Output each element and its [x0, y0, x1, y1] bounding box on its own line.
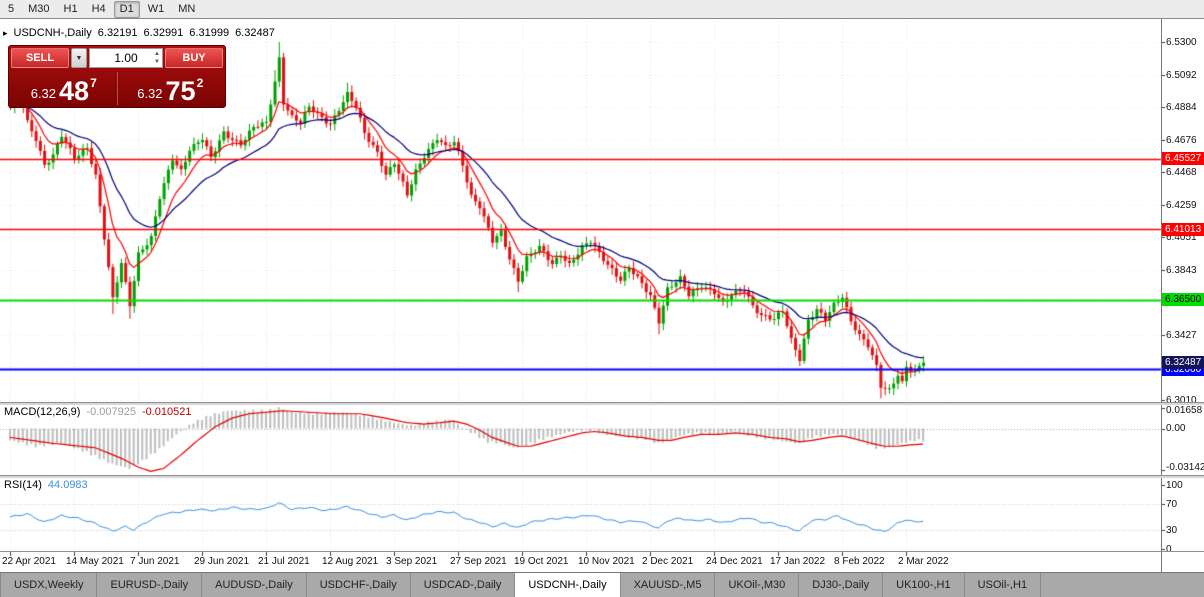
chart-ohlc-header: ▸ USDCNH-,Daily 6.32191 6.32991 6.31999 … [3, 27, 275, 40]
price-axis-tick: 6.4259 [1166, 199, 1197, 211]
volume-value: 1.00 [114, 51, 138, 65]
rsi-indicator-label: RSI(14) 44.0983 [4, 479, 88, 491]
tab-ukoil-m30[interactable]: UKOil-,M30 [715, 573, 800, 597]
price-axis-separator [1161, 19, 1162, 572]
price-axis-tick: 6.4884 [1166, 102, 1197, 114]
quote-divider [116, 72, 118, 105]
price-axis-tick: 6.5300 [1166, 37, 1197, 48]
macd-scale-label: 0.00 [1166, 422, 1186, 434]
chevron-down-icon: ▼ [75, 54, 83, 62]
chart-tabbar: USDX,Weekly EURUSD-,Daily AUDUSD-,Daily USD… [0, 572, 1204, 597]
buy-price-point: 2 [196, 76, 204, 90]
tab-eurusd-daily[interactable]: EURUSD-,Daily [97, 573, 203, 597]
rsi-name: RSI(14) [4, 479, 42, 491]
level-price-label: 6.36500 [1162, 293, 1204, 307]
date-axis-separator [0, 551, 1204, 552]
tab-usdx-weekly[interactable]: USDX,Weekly [0, 573, 98, 597]
tab-usdchf-daily[interactable]: USDCHF-,Daily [307, 573, 411, 597]
spinner-up-icon: ▲ [154, 51, 160, 57]
ohlc-high: 6.32991 [143, 27, 184, 39]
date-axis-label: 8 Feb 2022 [834, 556, 885, 567]
buy-button[interactable]: BUY [165, 48, 223, 68]
buy-price-pips: 75 [165, 76, 196, 106]
date-axis-label: 14 May 2021 [66, 556, 124, 567]
current-price-label: 6.32487 [1162, 356, 1204, 370]
price-axis-tick: 6.4676 [1166, 134, 1197, 146]
rsi-scale-label: 0 [1166, 544, 1172, 555]
sell-quote[interactable]: 6.32 48 7 [11, 70, 117, 107]
rsi-pane-splitter[interactable] [0, 475, 1204, 478]
tf-button-5[interactable]: 5 [8, 2, 15, 15]
rsi-scale-label: 70 [1166, 499, 1178, 511]
rsi-scale-label: 30 [1166, 524, 1178, 536]
symbol-period-label: USDCNH-,Daily [13, 27, 92, 39]
tf-button-m30[interactable]: M30 [28, 2, 50, 15]
spinner-down-icon: ▼ [154, 59, 160, 65]
sell-price-pips: 48 [59, 76, 90, 106]
price-chart-canvas[interactable] [0, 19, 1204, 572]
one-click-trading-panel: SELL ▼ 1.00 ▲ ▼ BUY 6.32 48 7 6.32 75 [8, 45, 226, 108]
tf-button-d1[interactable]: D1 [113, 0, 140, 18]
tf-button-h1[interactable]: H1 [63, 2, 78, 15]
tf-button-h4[interactable]: H4 [91, 2, 106, 15]
tab-usdcad-daily[interactable]: USDCAD-,Daily [411, 573, 516, 597]
ohlc-open: 6.32191 [97, 27, 138, 39]
macd-name: MACD(12,26,9) [4, 406, 81, 418]
price-axis-tick: 6.3010 [1166, 395, 1197, 406]
volume-input[interactable]: 1.00 ▲ ▼ [89, 48, 163, 68]
date-axis-label: 21 Jul 2021 [258, 556, 310, 567]
timeframe-toolbar: 5 M30 H1 H4 D1 W1 MN [0, 0, 1204, 19]
tf-button-mn[interactable]: MN [178, 2, 196, 15]
macd-pane-splitter[interactable] [0, 402, 1204, 405]
ohlc-close: 6.32487 [235, 27, 275, 39]
tab-audusd-daily[interactable]: AUDUSD-,Daily [202, 573, 307, 597]
tab-dj30-daily[interactable]: DJ30-,Daily [799, 573, 884, 597]
tab-xauusd-m5[interactable]: XAUUSD-,M5 [621, 573, 716, 597]
date-axis-label: 2 Mar 2022 [898, 556, 949, 567]
date-axis-label: 12 Aug 2021 [322, 556, 379, 567]
level-price-label: 6.41013 [1162, 222, 1204, 236]
macd-indicator-label: MACD(12,26,9) -0.007925 -0.010521 [4, 406, 192, 418]
volume-spinner[interactable]: ▲ ▼ [154, 50, 160, 66]
date-axis-label: 24 Dec 2021 [706, 556, 763, 567]
date-axis-label: 2 Dec 2021 [642, 556, 694, 567]
macd-scale-label: -0.03142 [1166, 462, 1204, 473]
macd-signal-value: -0.010521 [141, 406, 192, 418]
sell-price-prefix: 6.32 [30, 86, 57, 101]
sell-button[interactable]: SELL [11, 48, 69, 68]
date-axis-label: 17 Jan 2022 [770, 556, 826, 567]
price-axis-tick: 6.4051 [1166, 232, 1197, 244]
date-axis-label: 7 Jun 2021 [130, 556, 180, 567]
level-price-label: 6.45527 [1162, 152, 1204, 166]
buy-price-prefix: 6.32 [137, 86, 163, 101]
tf-button-w1[interactable]: W1 [147, 2, 165, 15]
tab-usoil-h1[interactable]: USOil-,H1 [965, 573, 1042, 597]
ohlc-low: 6.31999 [189, 27, 230, 39]
buy-quote[interactable]: 6.32 75 2 [118, 70, 224, 107]
date-axis-label: 19 Oct 2021 [514, 556, 569, 567]
volume-dropdown-button[interactable]: ▼ [71, 48, 87, 68]
rsi-value: 44.0983 [47, 479, 88, 491]
date-axis-label: 3 Sep 2021 [386, 556, 438, 567]
date-axis-label: 29 Jun 2021 [194, 556, 250, 567]
date-axis-label: 27 Sep 2021 [450, 556, 507, 567]
macd-scale-label: 0.01658 [1166, 405, 1203, 416]
macd-main-value: -0.007925 [86, 406, 136, 418]
date-axis-label: 22 Apr 2021 [2, 556, 56, 567]
rsi-scale-label: 100 [1166, 480, 1183, 491]
tab-uk100-h1[interactable]: UK100-,H1 [883, 573, 965, 597]
price-axis-tick: 6.3843 [1166, 264, 1197, 276]
price-axis-tick: 6.3427 [1166, 329, 1197, 341]
date-axis-label: 10 Nov 2021 [578, 556, 635, 567]
tab-usdcnh-daily[interactable]: USDCNH-,Daily [515, 573, 621, 597]
chart-window: ▸ USDCNH-,Daily 6.32191 6.32991 6.31999 … [0, 19, 1204, 572]
price-axis-tick: 6.4468 [1166, 167, 1197, 179]
sell-price-point: 7 [90, 76, 97, 90]
symbol-marker-icon: ▸ [3, 28, 8, 38]
price-axis-tick: 6.5092 [1166, 69, 1197, 81]
